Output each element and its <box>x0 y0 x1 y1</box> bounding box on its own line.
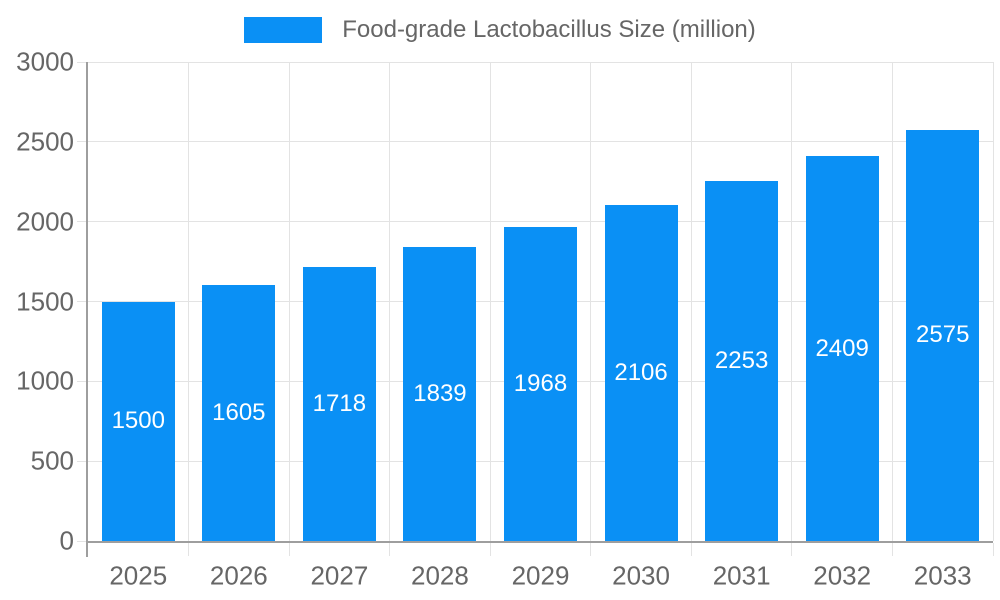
gridline-x <box>791 62 793 541</box>
x-tick <box>992 543 994 556</box>
bar[interactable] <box>906 129 980 541</box>
bar-value-label: 2409 <box>815 334 869 362</box>
bar-value-label: 1839 <box>413 380 467 408</box>
x-tick <box>389 543 391 556</box>
bar-value-label: 2575 <box>916 321 970 349</box>
x-tick <box>188 543 190 556</box>
x-tick-label: 2030 <box>612 560 670 591</box>
bar-value-label: 1605 <box>212 398 266 426</box>
legend-label: Food-grade Lactobacillus Size (million) <box>342 16 756 43</box>
gridline-x <box>188 62 190 541</box>
y-axis-line <box>86 62 88 557</box>
x-tick-label: 2032 <box>813 560 872 591</box>
gridline-x <box>288 62 290 541</box>
bar[interactable] <box>504 226 577 541</box>
bar[interactable] <box>705 181 779 541</box>
x-tick <box>891 543 893 556</box>
y-tick <box>77 301 88 302</box>
y-tick <box>77 460 88 462</box>
y-tick-label: 3000 <box>16 46 74 77</box>
x-axis-line <box>86 541 993 543</box>
x-tick <box>791 543 793 556</box>
bar[interactable] <box>604 204 678 541</box>
legend-swatch-icon <box>244 17 323 43</box>
bar-value-label: 1500 <box>111 407 165 435</box>
y-tick-label: 1000 <box>16 365 74 396</box>
x-tick-label: 2025 <box>109 560 168 591</box>
bar-value-label: 1968 <box>513 369 568 397</box>
gridline-y <box>88 221 993 223</box>
y-tick-label: 0 <box>59 525 74 556</box>
y-tick-label: 500 <box>30 445 74 476</box>
legend-item[interactable]: Food-grade Lactobacillus Size (million) <box>0 16 1000 44</box>
x-tick-label: 2031 <box>712 560 771 591</box>
y-tick <box>77 540 88 542</box>
x-tick <box>489 543 491 556</box>
y-tick <box>77 380 88 382</box>
x-tick-label: 2028 <box>411 560 469 591</box>
y-tick-label: 2000 <box>16 206 74 237</box>
y-tick-label: 2500 <box>16 126 74 157</box>
bar[interactable] <box>202 284 276 541</box>
x-tick-label: 2026 <box>209 560 268 591</box>
gridline-x <box>891 62 893 541</box>
bar[interactable] <box>403 247 477 541</box>
y-tick <box>77 221 88 223</box>
y-tick-label: 1500 <box>16 286 74 316</box>
gridline-x <box>992 62 994 541</box>
x-tick <box>288 543 290 556</box>
bar[interactable] <box>805 156 879 541</box>
x-tick-label: 2033 <box>913 560 972 591</box>
bar[interactable] <box>101 301 175 541</box>
x-tick-label: 2029 <box>511 560 570 591</box>
bar-value-label: 2253 <box>714 347 769 375</box>
x-tick-label: 2027 <box>310 560 369 591</box>
bar-value-label: 1718 <box>312 389 367 417</box>
gridline-y <box>88 141 993 143</box>
gridline-x <box>590 62 592 541</box>
x-tick <box>690 543 692 556</box>
y-tick <box>77 61 88 63</box>
bar-value-label: 2106 <box>614 358 668 386</box>
gridline-y <box>88 61 993 63</box>
gridline-x <box>389 62 391 541</box>
gridline-x <box>489 62 491 541</box>
gridline-x <box>690 62 692 541</box>
y-tick <box>77 141 88 143</box>
bar[interactable] <box>302 266 376 541</box>
x-tick <box>590 543 592 556</box>
